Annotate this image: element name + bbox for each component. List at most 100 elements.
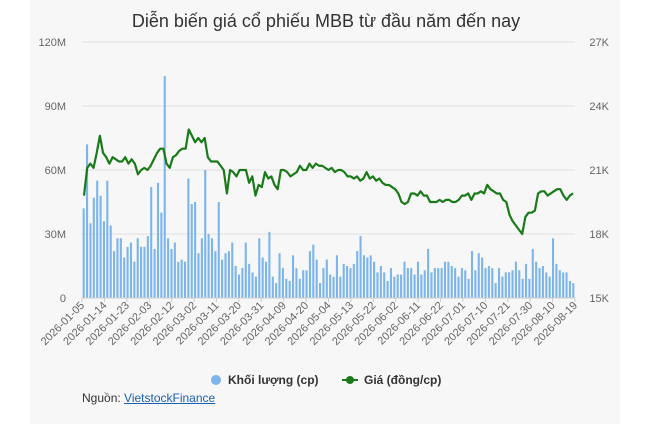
volume-bar bbox=[447, 261, 450, 298]
volume-bar bbox=[535, 261, 538, 298]
volume-bar bbox=[366, 257, 369, 298]
chart-panel bbox=[30, 0, 620, 424]
volume-bar bbox=[400, 274, 403, 298]
volume-bar bbox=[396, 274, 399, 298]
volume-bar bbox=[285, 278, 288, 298]
legend-volume-label: Khối lượng (cp) bbox=[228, 373, 319, 387]
volume-bar bbox=[204, 170, 207, 298]
volume-bar bbox=[325, 259, 328, 298]
volume-bar bbox=[440, 268, 443, 298]
volume-bar bbox=[450, 266, 453, 298]
volume-bar bbox=[106, 180, 109, 298]
volume-bar bbox=[231, 242, 234, 298]
volume-bar bbox=[150, 187, 153, 298]
volume-bar bbox=[96, 180, 99, 298]
volume-bar bbox=[558, 270, 561, 298]
volume-bar bbox=[518, 270, 521, 298]
volume-bar bbox=[163, 76, 166, 298]
volume-bar bbox=[403, 261, 406, 298]
volume-bar bbox=[335, 255, 338, 298]
volume-bar bbox=[389, 268, 393, 298]
volume-bar bbox=[92, 197, 95, 298]
volume-bar bbox=[481, 257, 484, 298]
volume-bar bbox=[221, 259, 224, 298]
volume-bar bbox=[281, 268, 284, 298]
volume-bar bbox=[315, 259, 318, 298]
source-label: Nguồn: bbox=[82, 391, 121, 405]
volume-bar bbox=[170, 248, 173, 298]
volume-bar bbox=[140, 246, 143, 298]
y-right-tick-label: 18K bbox=[589, 229, 609, 241]
volume-bar bbox=[210, 238, 214, 298]
volume-bar bbox=[541, 266, 544, 298]
volume-bar bbox=[126, 246, 129, 298]
volume-bar bbox=[373, 261, 376, 298]
volume-bar bbox=[416, 261, 420, 298]
volume-bar bbox=[312, 244, 315, 298]
volume-bar bbox=[143, 246, 146, 298]
volume-bar bbox=[292, 255, 295, 298]
volume-bar bbox=[123, 257, 126, 298]
legend-price-label: Giá (đồng/cp) bbox=[364, 373, 441, 387]
volume-bar bbox=[109, 225, 112, 298]
volume-bar bbox=[383, 272, 386, 298]
volume-bar bbox=[244, 242, 247, 298]
volume-bar bbox=[437, 268, 440, 298]
volume-bar bbox=[268, 231, 271, 298]
volume-bar bbox=[352, 263, 355, 298]
volume-bar bbox=[251, 272, 254, 298]
volume-bar bbox=[241, 268, 244, 298]
y-left-tick-label: 90M bbox=[45, 101, 66, 113]
volume-bar bbox=[555, 263, 558, 298]
volume-bar bbox=[562, 272, 565, 298]
volume-bar bbox=[504, 272, 507, 298]
volume-bar bbox=[454, 268, 457, 298]
volume-bar bbox=[133, 261, 136, 298]
volume-bar bbox=[329, 274, 332, 298]
volume-bar bbox=[146, 236, 149, 298]
volume-bar bbox=[319, 283, 322, 298]
source-link[interactable]: VietstockFinance bbox=[124, 391, 216, 405]
volume-bar bbox=[552, 238, 555, 298]
volume-bar bbox=[258, 238, 261, 298]
volume-bar bbox=[102, 221, 105, 298]
volume-bar bbox=[254, 276, 257, 298]
volume-bar bbox=[248, 263, 251, 298]
volume-bar bbox=[443, 261, 447, 298]
volume-bar bbox=[545, 272, 548, 298]
volume-bar bbox=[494, 283, 497, 298]
volume-bar bbox=[197, 253, 200, 298]
volume-bar bbox=[227, 251, 230, 298]
volume-bar bbox=[295, 268, 298, 298]
volume-bar bbox=[386, 280, 389, 298]
y-left-tick-label: 120M bbox=[38, 37, 66, 49]
volume-bar bbox=[200, 238, 203, 298]
y-right-tick-label: 27K bbox=[589, 37, 609, 49]
y-left-tick-label: 60M bbox=[45, 165, 66, 177]
volume-bar bbox=[214, 251, 217, 298]
volume-bar bbox=[217, 202, 220, 298]
volume-bar bbox=[136, 238, 139, 298]
volume-bar bbox=[302, 270, 305, 298]
volume-bar bbox=[342, 263, 345, 298]
volume-bar bbox=[460, 268, 463, 298]
volume-bar bbox=[113, 251, 116, 298]
volume-bar bbox=[180, 259, 183, 298]
volume-bar bbox=[430, 272, 433, 298]
volume-bar bbox=[521, 278, 524, 298]
volume-bar bbox=[308, 251, 311, 298]
volume-bar bbox=[514, 261, 517, 298]
volume-bar bbox=[572, 283, 575, 298]
volume-bar bbox=[305, 270, 308, 298]
volume-bar bbox=[420, 274, 423, 298]
volume-bar bbox=[183, 261, 187, 298]
volume-bar bbox=[423, 270, 426, 298]
volume-bar bbox=[89, 223, 92, 298]
volume-bar bbox=[524, 263, 528, 298]
volume-bar bbox=[376, 272, 379, 298]
legend-price-marker bbox=[346, 376, 354, 384]
volume-bar bbox=[379, 266, 382, 298]
y-right-tick-label: 21K bbox=[589, 165, 609, 177]
y-left-tick-label: 30M bbox=[45, 229, 66, 241]
volume-bar bbox=[538, 268, 541, 298]
